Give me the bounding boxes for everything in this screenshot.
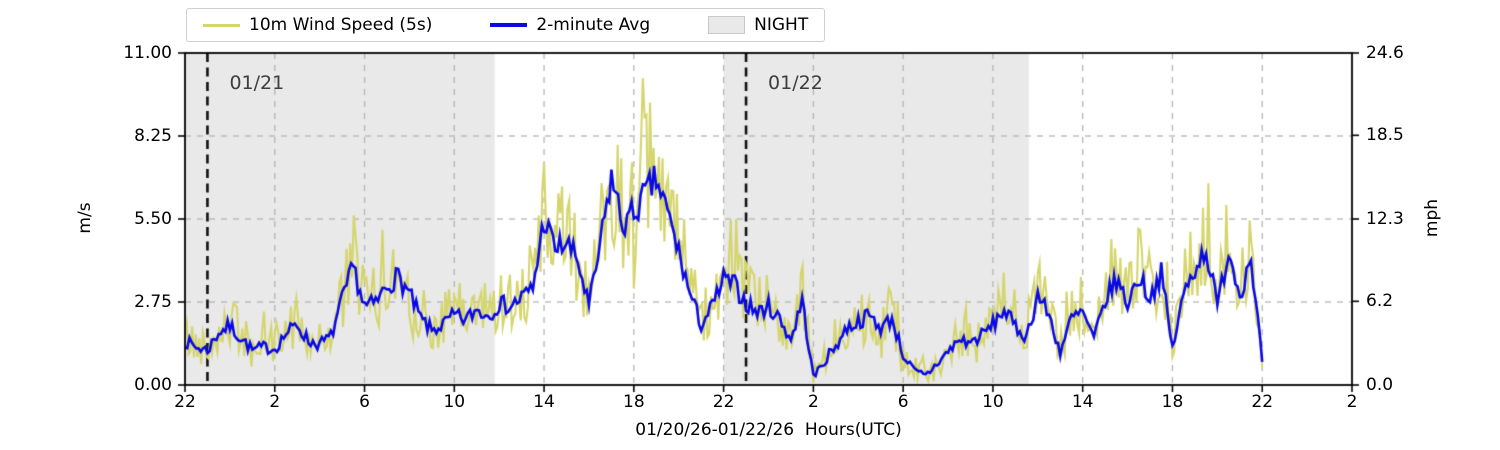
x-tick-label: 10 bbox=[443, 392, 466, 412]
chart-legend: 10m Wind Speed (5s) 2-minute Avg NIGHT bbox=[186, 8, 826, 42]
x-tick-label: 10 bbox=[982, 392, 1004, 412]
y-axis-label-left: m/s bbox=[75, 202, 95, 234]
night-patch-icon bbox=[708, 16, 746, 34]
x-tick-label: 22 bbox=[712, 392, 735, 412]
y-left-tick-label: 8.25 bbox=[134, 126, 172, 146]
y-axis-label-right: mph bbox=[1422, 198, 1442, 238]
y-left-tick-label: 11.00 bbox=[123, 43, 172, 63]
x-tick-label: 14 bbox=[1071, 392, 1094, 412]
y-left-tick-label: 0.00 bbox=[134, 375, 172, 395]
legend-item-2min-avg: 2-minute Avg bbox=[490, 15, 650, 35]
x-tick-label: 14 bbox=[533, 392, 555, 412]
legend-label-night: NIGHT bbox=[754, 15, 809, 35]
y-right-tick-label: 6.2 bbox=[1366, 291, 1394, 312]
y-right-tick-label: 18.5 bbox=[1366, 125, 1404, 146]
x-tick-label: 18 bbox=[1161, 392, 1184, 412]
y-left-tick-label: 2.75 bbox=[134, 292, 172, 312]
wind-5s-line-icon bbox=[203, 23, 240, 27]
legend-label-2min-avg: 2-minute Avg bbox=[536, 15, 651, 35]
x-tick-label: 22 bbox=[174, 392, 196, 412]
y-right-tick-label: 12.3 bbox=[1366, 209, 1404, 229]
x-tick-label: 2 bbox=[269, 392, 281, 412]
x-tick-label: 2 bbox=[1346, 392, 1358, 412]
x-tick-label: 6 bbox=[359, 392, 370, 412]
legend-item-night: NIGHT bbox=[708, 15, 808, 35]
x-tick-label: 18 bbox=[623, 392, 645, 412]
avg-2min-line-icon bbox=[490, 23, 528, 27]
x-tick-label: 2 bbox=[807, 392, 819, 412]
x-tick-label: 6 bbox=[897, 392, 909, 412]
x-axis-label: 01/20/26-01/22/26 Hours(UTC) bbox=[635, 420, 902, 440]
y-left-tick-label: 5.50 bbox=[134, 209, 172, 229]
y-right-tick-label: 0.0 bbox=[1366, 375, 1394, 395]
day-boundary-label: 01/21 bbox=[229, 72, 285, 94]
y-right-tick-label: 24.6 bbox=[1366, 43, 1404, 63]
day-boundary-label: 01/22 bbox=[768, 72, 823, 94]
legend-item-wind-5s: 10m Wind Speed (5s) bbox=[203, 15, 432, 35]
legend-label-wind-5s: 10m Wind Speed (5s) bbox=[249, 15, 433, 35]
x-tick-label: 22 bbox=[1251, 392, 1274, 412]
